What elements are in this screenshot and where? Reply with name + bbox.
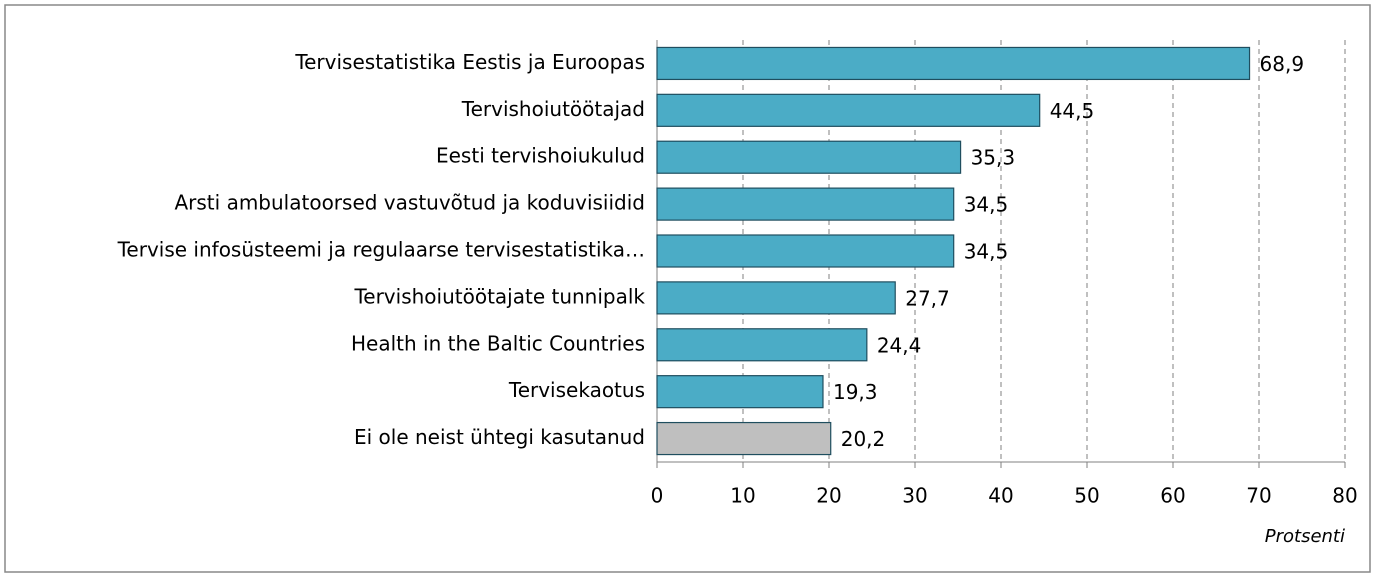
- bar: [656, 93, 1041, 127]
- value-label: 34,5: [964, 193, 1009, 217]
- x-tick-label: 40: [988, 484, 1013, 508]
- bar: [656, 281, 896, 315]
- x-tick-label: 20: [816, 484, 841, 508]
- y-tick-label: Eesti tervishoiukulud: [436, 144, 645, 168]
- y-tick-label: Tervisekaotus: [508, 378, 645, 402]
- bar: [656, 375, 824, 409]
- y-tick-label: Arsti ambulatoorsed vastuvõtud ja koduvi…: [174, 191, 645, 215]
- bar: [656, 46, 1251, 81]
- bar: [656, 187, 955, 221]
- x-tick-label: 10: [730, 484, 755, 508]
- value-label: 35,3: [971, 146, 1016, 170]
- x-tick-label: 30: [902, 484, 927, 508]
- x-tick-label: 70: [1246, 484, 1271, 508]
- y-tick-label: Tervishoiutöötajad: [461, 97, 645, 121]
- x-tick-label: 60: [1160, 484, 1185, 508]
- value-label: 34,5: [964, 240, 1009, 264]
- bar: [656, 140, 962, 174]
- x-tick-label: 50: [1074, 484, 1099, 508]
- y-tick-label: Ei ole neist ühtegi kasutanud: [354, 425, 645, 449]
- value-label: 24,4: [877, 333, 922, 357]
- bar: [656, 234, 955, 268]
- bar: [656, 328, 868, 362]
- y-tick-label: Tervishoiutöötajate tunnipalk: [353, 284, 645, 308]
- bar: [656, 421, 832, 456]
- y-tick-label: Tervisestatistika Eestis ja Euroopas: [294, 50, 645, 74]
- x-tick-label: 0: [651, 484, 664, 508]
- x-axis-label: Protsenti: [1265, 526, 1345, 547]
- value-label: 68,9: [1260, 52, 1305, 76]
- y-tick-label: Tervise infosüsteemi ja regulaarse tervi…: [117, 238, 645, 262]
- value-label: 19,3: [833, 380, 878, 404]
- x-tick-label: 80: [1332, 484, 1357, 508]
- value-label: 27,7: [905, 286, 950, 310]
- value-label: 20,2: [841, 427, 886, 451]
- value-label: 44,5: [1050, 99, 1095, 123]
- y-tick-label: Health in the Baltic Countries: [351, 331, 645, 355]
